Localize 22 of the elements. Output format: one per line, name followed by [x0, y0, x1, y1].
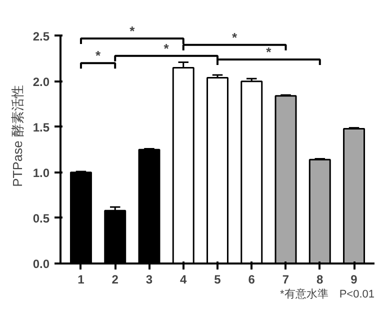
- annotation: *: [266, 44, 272, 60]
- x-tick-label: 4: [180, 272, 188, 286]
- y-axis-title: PTPase 酵素活性: [10, 85, 25, 187]
- x-tick-label: 8: [316, 272, 324, 286]
- text: *有意水準 P<0.01: [280, 288, 374, 300]
- annotation: *: [96, 48, 102, 64]
- x-tick-label: 5: [214, 272, 222, 286]
- x-tick-label: 2: [112, 272, 119, 286]
- annotation: *: [130, 24, 136, 39]
- annotation: *: [232, 30, 238, 45]
- annotation: *: [164, 40, 170, 56]
- y-tick-label: 2.0: [32, 74, 50, 89]
- y-tick-label: 0.0: [32, 257, 50, 271]
- x-tick-label: 7: [282, 272, 290, 286]
- y-tick-label: 2.5: [32, 29, 50, 44]
- y-tick-label: 1.0: [32, 166, 50, 180]
- x-tick-label: 3: [146, 272, 153, 286]
- x-tick-label: 1: [78, 272, 85, 286]
- x-tick-label: 9: [350, 272, 358, 286]
- y-tick-label: 1.5: [32, 120, 50, 134]
- x-tick-label: 6: [248, 272, 256, 286]
- y-tick-label: 0.5: [32, 211, 50, 226]
